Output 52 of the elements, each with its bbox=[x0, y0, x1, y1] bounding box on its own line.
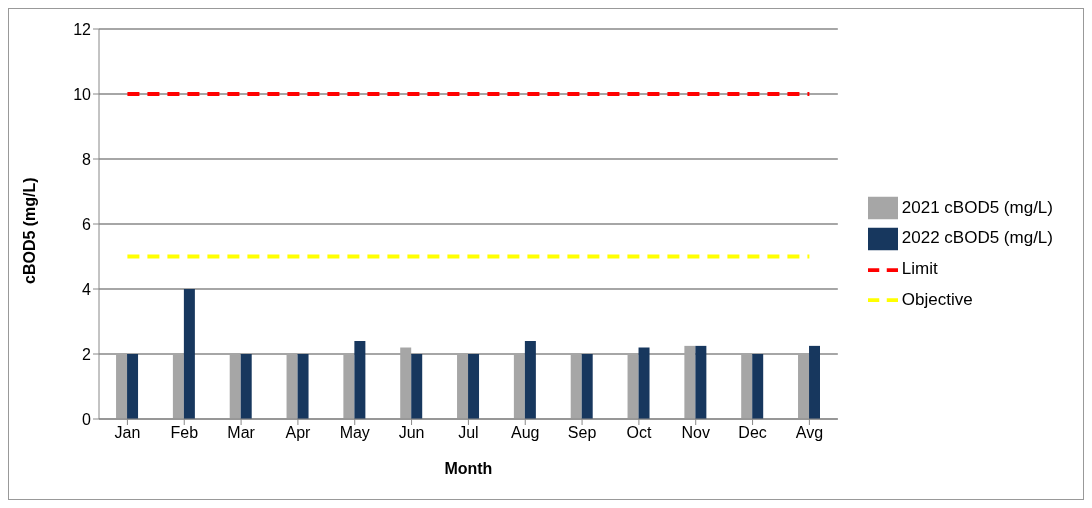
y-tick-label: 2 bbox=[82, 345, 92, 363]
bar bbox=[798, 354, 810, 419]
bar bbox=[741, 354, 753, 419]
legend-label: 2021 cBOD5 (mg/L) bbox=[901, 197, 1053, 217]
bar bbox=[457, 354, 469, 419]
bar bbox=[297, 354, 309, 419]
bar bbox=[468, 354, 480, 419]
bar bbox=[172, 354, 184, 419]
bar bbox=[240, 354, 252, 419]
x-tick-label: Nov bbox=[681, 424, 710, 442]
bar bbox=[752, 354, 764, 419]
bar bbox=[524, 341, 536, 419]
bar bbox=[581, 354, 593, 419]
y-tick-label: 6 bbox=[82, 215, 92, 233]
x-tick-label: Aug bbox=[511, 424, 540, 442]
y-tick-label: 10 bbox=[73, 85, 92, 103]
x-tick-label: Apr bbox=[285, 424, 312, 442]
x-axis-title: Month bbox=[444, 460, 493, 477]
bar bbox=[695, 345, 707, 419]
y-axis-title: cBOD5 (mg/L) bbox=[20, 177, 38, 284]
y-tick-label: 12 bbox=[73, 20, 92, 38]
y-tick-label: 8 bbox=[82, 150, 92, 168]
bar bbox=[809, 345, 821, 419]
x-tick-label: Jan bbox=[114, 424, 141, 442]
bar bbox=[286, 354, 298, 419]
y-tick-label: 4 bbox=[82, 280, 92, 298]
x-tick-label: Oct bbox=[626, 424, 652, 442]
bar bbox=[684, 345, 696, 419]
bar bbox=[513, 354, 525, 419]
bar bbox=[638, 347, 650, 419]
x-tick-label: Mar bbox=[227, 424, 256, 442]
bar bbox=[627, 354, 639, 419]
bar bbox=[400, 347, 412, 419]
bar bbox=[127, 354, 139, 419]
legend-label: Objective bbox=[901, 289, 973, 309]
x-tick-label: Dec bbox=[738, 424, 767, 442]
bar bbox=[116, 354, 128, 419]
x-tick-label: Jul bbox=[458, 424, 479, 442]
bar bbox=[354, 341, 366, 419]
bar bbox=[411, 354, 423, 419]
bar bbox=[183, 289, 195, 419]
x-tick-label: Feb bbox=[170, 424, 199, 442]
y-tick-label: 0 bbox=[82, 410, 92, 428]
x-tick-label: Jun bbox=[398, 424, 425, 442]
x-tick-label: Avg bbox=[795, 424, 824, 442]
x-tick-label: Sep bbox=[567, 424, 597, 442]
legend-label: 2022 cBOD5 (mg/L) bbox=[901, 228, 1053, 248]
bar bbox=[570, 354, 582, 419]
x-tick-label: May bbox=[339, 424, 370, 442]
bar bbox=[229, 354, 241, 419]
bar bbox=[343, 354, 355, 419]
legend-label: Limit bbox=[901, 259, 938, 278]
